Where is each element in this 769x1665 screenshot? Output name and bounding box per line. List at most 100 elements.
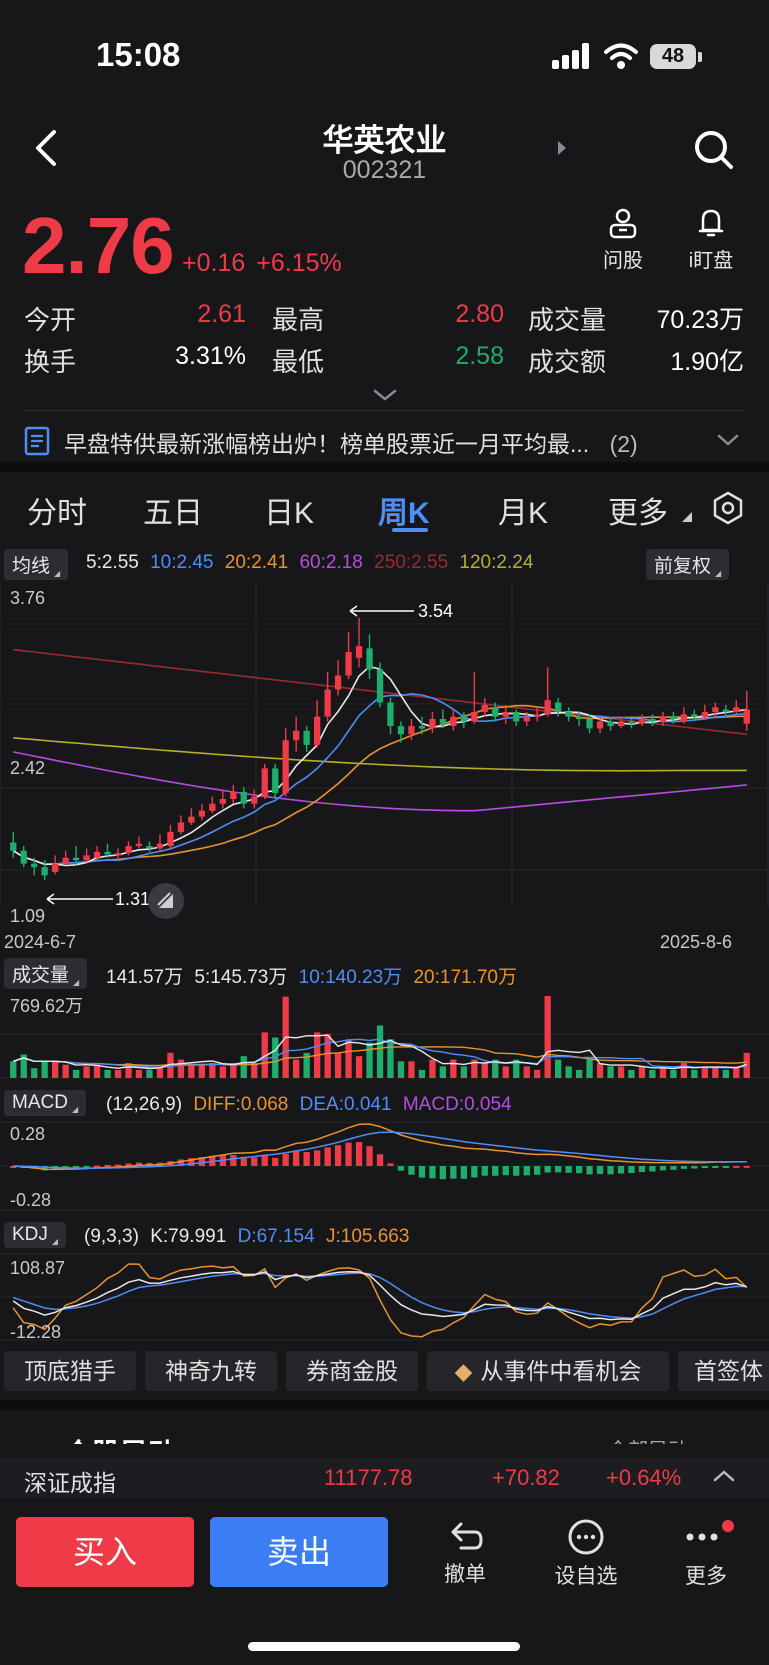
date-end: 2025-8-6 bbox=[660, 932, 733, 952]
watch-button[interactable]: i盯盘 bbox=[666, 206, 756, 273]
kline-axis-bottom: 1.09 bbox=[10, 906, 46, 926]
tab-intraday[interactable]: 分时 bbox=[27, 497, 87, 530]
expand-quote-icon[interactable] bbox=[372, 388, 398, 402]
candle-body bbox=[282, 740, 289, 794]
feature-chip-first-sign[interactable]: 首签体 bbox=[678, 1351, 769, 1391]
volume-bar bbox=[10, 1061, 17, 1078]
kline-chart[interactable] bbox=[0, 584, 769, 928]
candle-body bbox=[439, 719, 446, 724]
ask-stock-button[interactable]: 问股 bbox=[578, 206, 668, 273]
candle-body bbox=[188, 816, 195, 823]
candle-body bbox=[481, 704, 488, 712]
tab-weekly-k[interactable]: 周K bbox=[378, 497, 430, 530]
candle-body bbox=[62, 857, 69, 864]
volume-bar bbox=[460, 1066, 467, 1078]
buy-button[interactable]: 买入 bbox=[16, 1517, 194, 1587]
candle-body bbox=[670, 716, 677, 720]
macd-bar bbox=[314, 1150, 321, 1166]
ma-selector-button[interactable]: 均线 bbox=[4, 549, 69, 580]
macd-axis-top: 0.28 bbox=[10, 1124, 46, 1144]
macd-bar bbox=[177, 1159, 185, 1166]
candle-body bbox=[617, 721, 625, 727]
back-icon[interactable] bbox=[32, 128, 62, 168]
volume-bar bbox=[743, 1052, 750, 1078]
candle-body bbox=[324, 689, 331, 717]
news-ticker[interactable]: 早盘特供最新涨幅榜出炉！榜单股票近一月平均最... (2) bbox=[64, 425, 638, 459]
min-marker-arrow bbox=[46, 893, 113, 905]
home-indicator[interactable] bbox=[248, 1642, 520, 1651]
ma-legend: 5:2.55 10:2.45 20:2.41 60:2.18 250:2.55 … bbox=[86, 552, 533, 574]
kdj-j-line bbox=[12, 1263, 748, 1338]
feature-chip-broker-picks[interactable]: 券商金股 bbox=[286, 1351, 418, 1391]
volume-bar bbox=[125, 1063, 132, 1078]
candle-body bbox=[355, 646, 363, 658]
candle-body bbox=[387, 702, 394, 726]
adjust-mode-button[interactable]: 前复权 bbox=[646, 549, 730, 580]
tab-daily-k[interactable]: 日K bbox=[264, 497, 315, 530]
volume-label: 成交量 bbox=[528, 305, 607, 335]
macd-bar bbox=[450, 1166, 457, 1179]
news-count: (2) bbox=[609, 431, 638, 457]
volume-bar bbox=[366, 1042, 373, 1078]
feature-chip-nine-turn[interactable]: 神奇九转 bbox=[145, 1351, 277, 1391]
high-label: 最高 bbox=[272, 305, 325, 335]
candle-body bbox=[607, 721, 614, 727]
candle-body bbox=[701, 712, 708, 717]
kdj-selector-button[interactable]: KDJ bbox=[4, 1222, 67, 1248]
feature-chip-event-chance[interactable]: ◆ 从事件中看机会 bbox=[427, 1351, 669, 1391]
tab-monthly-k[interactable]: 月K bbox=[498, 497, 549, 530]
tab-five-day[interactable]: 五日 bbox=[143, 497, 203, 530]
volume-ma20-line bbox=[12, 1046, 747, 1067]
macd-bar bbox=[303, 1152, 310, 1166]
candle-body bbox=[450, 716, 457, 727]
tab-more[interactable]: 更多 bbox=[608, 497, 668, 530]
candle-body bbox=[293, 730, 300, 741]
chart-settings-icon[interactable] bbox=[710, 490, 746, 526]
candle-body bbox=[20, 850, 27, 864]
index-pct: +0.64% bbox=[606, 1465, 682, 1490]
news-expand-icon[interactable] bbox=[716, 432, 740, 448]
macd-bar bbox=[586, 1166, 593, 1175]
more-button[interactable]: 更多 bbox=[666, 1518, 746, 1590]
candle-body bbox=[10, 842, 17, 851]
wifi-icon bbox=[604, 43, 638, 69]
volume-bar bbox=[712, 1066, 719, 1078]
sell-button[interactable]: 卖出 bbox=[210, 1517, 388, 1587]
volume-bar bbox=[355, 1056, 363, 1078]
index-bar[interactable]: 深证成指 11177.78 +70.82 +0.64% bbox=[0, 1458, 769, 1498]
draw-tool-button[interactable] bbox=[148, 883, 184, 919]
macd-bar bbox=[104, 1165, 111, 1167]
macd-selector-button[interactable]: MACD bbox=[4, 1090, 87, 1116]
candle-body bbox=[135, 843, 143, 847]
battery-icon: 48 bbox=[650, 44, 696, 69]
volume-bar bbox=[324, 1034, 331, 1078]
feature-chip-top-bottom[interactable]: 顶底猎手 bbox=[4, 1351, 136, 1391]
macd-bar bbox=[471, 1166, 478, 1178]
cancel-order-button[interactable]: 撤单 bbox=[425, 1518, 505, 1588]
volume-bar bbox=[303, 1052, 310, 1078]
index-collapse-icon[interactable] bbox=[712, 1468, 736, 1484]
stock-name: 华英农业 bbox=[322, 123, 447, 158]
candle-body bbox=[492, 707, 499, 717]
open-value: 2.61 bbox=[197, 300, 246, 328]
candle-body bbox=[460, 716, 467, 722]
volume-bar bbox=[534, 1069, 541, 1078]
add-watchlist-button[interactable]: 设自选 bbox=[546, 1518, 626, 1590]
news-icon bbox=[24, 426, 50, 456]
next-stock-icon[interactable] bbox=[556, 139, 568, 157]
macd-bar bbox=[366, 1146, 373, 1166]
more-dropdown-icon bbox=[682, 512, 692, 522]
kline-axis-mid: 2.42 bbox=[10, 758, 46, 778]
candle-body bbox=[471, 712, 478, 722]
candle-body bbox=[628, 721, 635, 724]
candle-body bbox=[272, 768, 279, 794]
volume-bar bbox=[596, 1063, 604, 1078]
signal-icon bbox=[552, 43, 592, 69]
macd-bar bbox=[649, 1166, 656, 1172]
volume-bar bbox=[586, 1059, 593, 1078]
search-icon[interactable] bbox=[692, 128, 736, 172]
macd-bar bbox=[492, 1166, 499, 1176]
amount-label: 成交额 bbox=[528, 347, 607, 377]
volume-selector-button[interactable]: 成交量 bbox=[4, 958, 88, 989]
volume-bar bbox=[617, 1066, 625, 1078]
